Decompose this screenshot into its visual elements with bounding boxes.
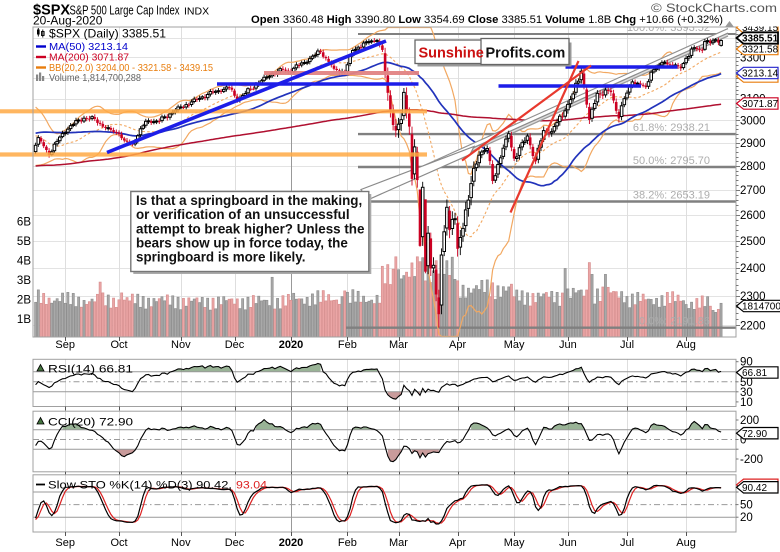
- svg-text:Is that a springboard in the m: Is that a springboard in the making,: [136, 193, 362, 208]
- svg-text:3B: 3B: [17, 275, 31, 287]
- svg-text:93.04: 93.04: [236, 480, 267, 492]
- svg-text:2700: 2700: [740, 185, 766, 197]
- svg-text:2020: 2020: [279, 339, 303, 351]
- svg-text:Aug: Aug: [676, 537, 696, 549]
- svg-text:Dec: Dec: [225, 339, 245, 351]
- svg-text:MA(200) 3071.87: MA(200) 3071.87: [49, 52, 129, 64]
- svg-text:Profits.com: Profits.com: [486, 46, 566, 62]
- svg-text:Jun: Jun: [559, 537, 577, 549]
- svg-text:1B: 1B: [17, 314, 31, 326]
- svg-text:or verification of an unsucces: or verification of an unsuccessful: [136, 207, 350, 222]
- svg-text:RSI(14) 66.81: RSI(14) 66.81: [48, 364, 133, 376]
- svg-text:springboard is more likely.: springboard is more likely.: [136, 249, 305, 264]
- svg-text:Nov: Nov: [171, 339, 191, 351]
- svg-text:20: 20: [740, 512, 753, 524]
- svg-text:0: 0: [740, 435, 746, 447]
- svg-text:50: 50: [740, 377, 753, 389]
- svg-text:Nov: Nov: [171, 537, 191, 549]
- svg-text:3000: 3000: [740, 115, 766, 127]
- svg-text:bears show up in force today,: bears show up in force today, the: [136, 235, 348, 250]
- svg-text:BB(20,2.0) 3204.00 - 3321.58 -: BB(20,2.0) 3204.00 - 3321.58 - 3439.15: [49, 62, 213, 74]
- svg-text:CCI(20) 72.90: CCI(20) 72.90: [48, 417, 133, 429]
- svg-text:May: May: [504, 537, 525, 549]
- svg-text:Oct: Oct: [110, 339, 127, 351]
- svg-text:Apr: Apr: [449, 339, 466, 351]
- svg-text:Jul: Jul: [620, 339, 634, 351]
- svg-text:66.81: 66.81: [742, 368, 767, 379]
- svg-text:2200: 2200: [740, 320, 766, 332]
- svg-text:20-Aug-2020: 20-Aug-2020: [33, 14, 103, 28]
- svg-text:-200: -200: [740, 454, 763, 466]
- svg-text:2020: 2020: [279, 537, 303, 549]
- svg-text:2800: 2800: [740, 161, 766, 173]
- svg-text:61.8%: 2938.21: 61.8%: 2938.21: [633, 122, 710, 134]
- svg-text:30: 30: [740, 387, 753, 399]
- svg-text:Open 3360.48 High 3390.80 Low: Open 3360.48 High 3390.80 Low 3354.69 Cl…: [251, 14, 723, 26]
- svg-text:MA(50) 3213.14: MA(50) 3213.14: [49, 41, 128, 53]
- svg-text:Feb: Feb: [338, 537, 357, 549]
- svg-text:0.0%: 2191.86: 0.0%: 2191.86: [639, 316, 710, 328]
- svg-text:5B: 5B: [17, 236, 31, 248]
- svg-text:1814700288: 1814700288: [742, 302, 780, 313]
- svg-text:38.2%: 2653.19: 38.2%: 2653.19: [633, 189, 710, 201]
- svg-text:3439.15: 3439.15: [742, 23, 779, 34]
- svg-text:May: May: [504, 339, 525, 351]
- svg-text:$SPX: $SPX: [33, 3, 70, 19]
- svg-text:© StockCharts.com: © StockCharts.com: [651, 1, 777, 15]
- svg-text:Sep: Sep: [55, 339, 75, 351]
- svg-text:3300: 3300: [740, 52, 766, 64]
- svg-text:Volume 1,814,700,288: Volume 1,814,700,288: [49, 72, 141, 84]
- svg-text:3213.14: 3213.14: [742, 69, 779, 80]
- svg-text:Sunshine: Sunshine: [419, 46, 484, 62]
- svg-text:200: 200: [740, 415, 759, 427]
- svg-text:Mar: Mar: [389, 537, 408, 549]
- svg-text:3385.51: 3385.51: [742, 34, 779, 45]
- svg-text:90: 90: [740, 357, 753, 369]
- svg-text:Oct: Oct: [110, 537, 127, 549]
- svg-text:50: 50: [740, 500, 753, 512]
- svg-text:S&P 500 Large Cap Index: S&P 500 Large Cap Index: [70, 4, 181, 18]
- svg-text:Sep: Sep: [55, 537, 75, 549]
- svg-text:2400: 2400: [740, 263, 766, 275]
- svg-text:Aug: Aug: [676, 339, 696, 351]
- svg-text:INDX: INDX: [184, 6, 209, 18]
- svg-text:2900: 2900: [740, 138, 766, 150]
- svg-text:Mar: Mar: [389, 339, 408, 351]
- svg-text:3071.87: 3071.87: [742, 99, 779, 110]
- svg-text:72.90: 72.90: [742, 429, 767, 440]
- svg-text:3321.58: 3321.58: [742, 45, 779, 56]
- svg-text:4B: 4B: [17, 256, 31, 268]
- svg-text:2B: 2B: [17, 295, 31, 307]
- svg-text:2600: 2600: [740, 210, 766, 222]
- svg-text:Jun: Jun: [559, 339, 577, 351]
- svg-text:Slow STO %K(14) %D(3) 90.42,: Slow STO %K(14) %D(3) 90.42,: [48, 480, 232, 492]
- svg-text:90.42: 90.42: [742, 483, 767, 494]
- svg-text:6B: 6B: [17, 217, 31, 229]
- svg-text:50.0%: 2795.70: 50.0%: 2795.70: [633, 155, 710, 167]
- svg-text:Jul: Jul: [620, 537, 634, 549]
- svg-text:2500: 2500: [740, 236, 766, 248]
- svg-text:Dec: Dec: [225, 537, 245, 549]
- svg-text:10: 10: [740, 397, 753, 409]
- svg-text:Apr: Apr: [449, 537, 466, 549]
- svg-text:Feb: Feb: [338, 339, 357, 351]
- svg-text:attempt to break higher? Unles: attempt to break higher? Unless the: [136, 221, 364, 236]
- svg-text:$SPX (Daily) 3385.51: $SPX (Daily) 3385.51: [49, 27, 166, 41]
